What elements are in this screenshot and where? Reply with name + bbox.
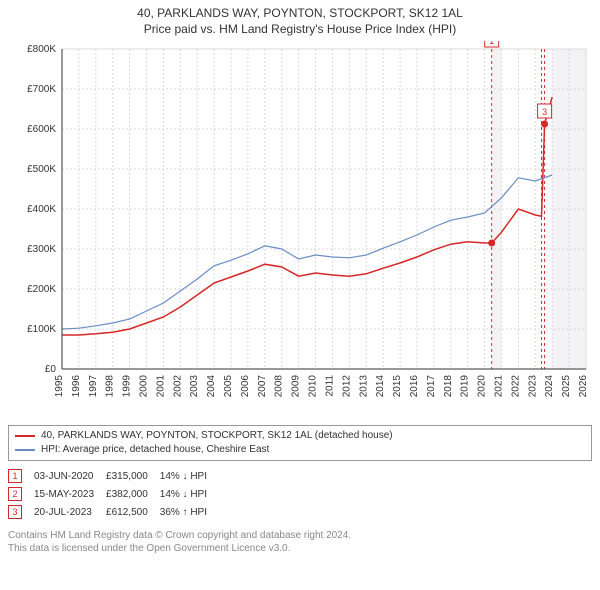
svg-text:1998: 1998 xyxy=(105,375,116,398)
footer-line-2: This data is licensed under the Open Gov… xyxy=(8,542,592,555)
svg-text:2011: 2011 xyxy=(324,375,335,397)
svg-text:2002: 2002 xyxy=(172,375,183,398)
transaction-row: 1 03-JUN-2020£315,00014% ↓ HPI xyxy=(8,467,219,485)
svg-text:2000: 2000 xyxy=(139,375,150,398)
svg-text:2014: 2014 xyxy=(375,375,386,398)
svg-text:2019: 2019 xyxy=(460,375,471,398)
svg-text:2004: 2004 xyxy=(206,375,217,398)
title-line-2: Price paid vs. HM Land Registry's House … xyxy=(8,22,592,38)
tx-delta: 14% ↓ HPI xyxy=(160,485,219,503)
legend-swatch-1 xyxy=(15,449,35,451)
svg-text:1995: 1995 xyxy=(54,375,65,398)
tx-price: £382,000 xyxy=(106,485,160,503)
svg-text:£0: £0 xyxy=(45,364,57,375)
svg-text:2016: 2016 xyxy=(409,375,420,398)
marker-number: 2 xyxy=(8,487,22,501)
svg-text:2010: 2010 xyxy=(308,375,319,398)
transaction-row: 2 15-MAY-2023£382,00014% ↓ HPI xyxy=(8,485,219,503)
svg-text:£200K: £200K xyxy=(27,284,56,295)
tx-delta: 14% ↓ HPI xyxy=(160,467,219,485)
svg-text:2015: 2015 xyxy=(392,375,403,398)
svg-text:£800K: £800K xyxy=(27,44,56,55)
legend-label-1: HPI: Average price, detached house, Ches… xyxy=(41,443,269,457)
title-block: 40, PARKLANDS WAY, POYNTON, STOCKPORT, S… xyxy=(8,6,592,37)
svg-text:2017: 2017 xyxy=(426,375,437,398)
svg-text:2013: 2013 xyxy=(358,375,369,398)
svg-text:£300K: £300K xyxy=(27,244,56,255)
svg-text:2023: 2023 xyxy=(527,375,538,398)
transaction-row: 3 20-JUL-2023£612,50036% ↑ HPI xyxy=(8,503,219,521)
legend-row-0: 40, PARKLANDS WAY, POYNTON, STOCKPORT, S… xyxy=(15,429,585,443)
legend-swatch-0 xyxy=(15,435,35,437)
marker-number: 3 xyxy=(8,505,22,519)
svg-text:2021: 2021 xyxy=(493,375,504,398)
svg-text:1996: 1996 xyxy=(71,375,82,398)
tx-price: £315,000 xyxy=(106,467,160,485)
marker-number: 1 xyxy=(8,469,22,483)
svg-text:3: 3 xyxy=(542,107,547,117)
svg-text:2026: 2026 xyxy=(578,375,589,398)
svg-text:2008: 2008 xyxy=(274,375,285,398)
svg-text:2003: 2003 xyxy=(189,375,200,398)
footer-line-1: Contains HM Land Registry data © Crown c… xyxy=(8,529,592,542)
chart-page: 40, PARKLANDS WAY, POYNTON, STOCKPORT, S… xyxy=(0,0,600,590)
svg-text:2006: 2006 xyxy=(240,375,251,398)
svg-text:2012: 2012 xyxy=(341,375,352,398)
svg-text:2020: 2020 xyxy=(477,375,488,398)
tx-delta: 36% ↑ HPI xyxy=(160,503,219,521)
tx-date: 20-JUL-2023 xyxy=(34,503,106,521)
svg-text:2009: 2009 xyxy=(291,375,302,398)
chart-area: £0 £100K £200K £300K £400K £500K £600K £700K £80… xyxy=(8,41,592,421)
svg-text:£100K: £100K xyxy=(27,324,56,335)
tx-date: 15-MAY-2023 xyxy=(34,485,106,503)
footer: Contains HM Land Registry data © Crown c… xyxy=(8,529,592,555)
svg-text:1999: 1999 xyxy=(122,375,133,398)
title-line-1: 40, PARKLANDS WAY, POYNTON, STOCKPORT, S… xyxy=(8,6,592,22)
legend-row-1: HPI: Average price, detached house, Ches… xyxy=(15,443,585,457)
svg-text:£700K: £700K xyxy=(27,84,56,95)
svg-text:2007: 2007 xyxy=(257,375,268,398)
svg-text:2018: 2018 xyxy=(443,375,454,398)
svg-text:£500K: £500K xyxy=(27,164,56,175)
svg-text:£600K: £600K xyxy=(27,124,56,135)
legend-box: 40, PARKLANDS WAY, POYNTON, STOCKPORT, S… xyxy=(8,425,592,461)
price-chart: £0 £100K £200K £300K £400K £500K £600K £700K £80… xyxy=(8,41,592,421)
svg-text:1997: 1997 xyxy=(88,375,99,398)
svg-text:2024: 2024 xyxy=(544,375,555,398)
transactions-table: 1 03-JUN-2020£315,00014% ↓ HPI 2 15-MAY-202… xyxy=(8,467,219,521)
legend-label-0: 40, PARKLANDS WAY, POYNTON, STOCKPORT, S… xyxy=(41,429,393,443)
tx-price: £612,500 xyxy=(106,503,160,521)
svg-text:2005: 2005 xyxy=(223,375,234,398)
svg-text:£400K: £400K xyxy=(27,204,56,215)
svg-text:2025: 2025 xyxy=(561,375,572,398)
tx-date: 03-JUN-2020 xyxy=(34,467,106,485)
svg-text:2022: 2022 xyxy=(510,375,521,398)
svg-text:1: 1 xyxy=(489,41,494,46)
svg-text:2001: 2001 xyxy=(155,375,166,398)
